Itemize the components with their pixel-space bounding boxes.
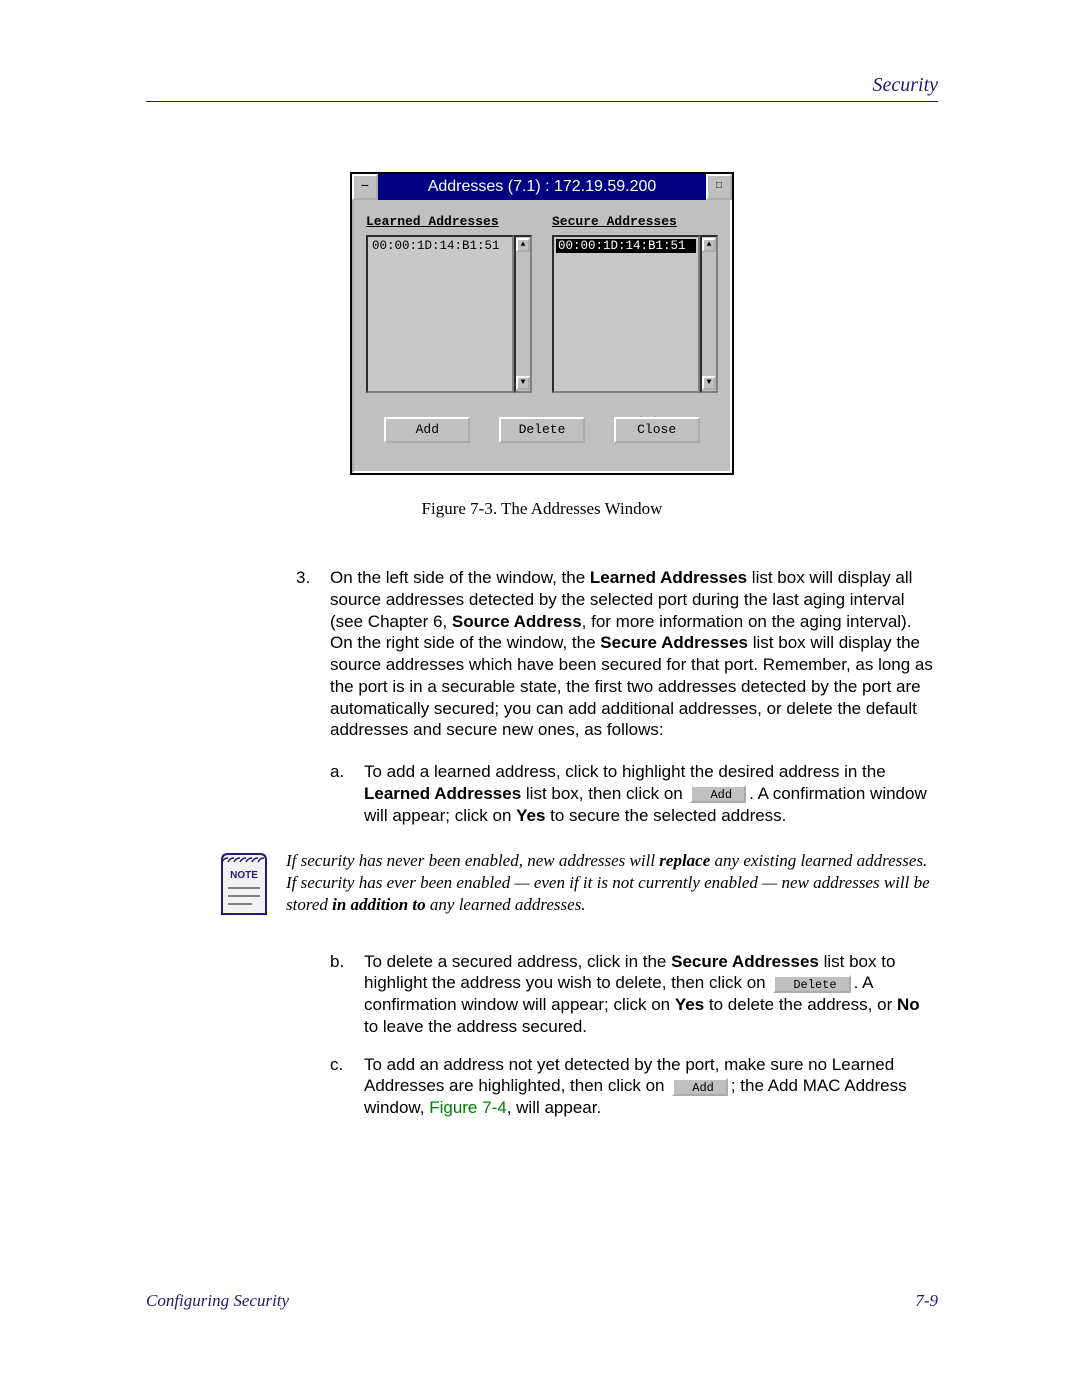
bold-text: Source Address xyxy=(452,612,582,631)
step-b: b. To delete a secured address, click in… xyxy=(330,951,938,1038)
inline-delete-button-icon: Delete xyxy=(773,975,850,993)
secure-scrollbar[interactable]: ▲ ▼ xyxy=(700,235,718,393)
add-button[interactable]: Add xyxy=(384,417,470,443)
bold-text: No xyxy=(897,995,920,1014)
dialog-title: Addresses (7.1) : 172.19.59.200 xyxy=(378,174,706,200)
text: list box, then click on xyxy=(521,784,687,803)
list-item[interactable]: 00:00:1D:14:B1:51 xyxy=(556,239,696,253)
step-c: c. To add an address not yet detected by… xyxy=(330,1054,938,1119)
text: To add a learned address, click to highl… xyxy=(364,762,886,781)
bold-text: Secure Addresses xyxy=(600,633,748,652)
learned-label: Learned Addresses xyxy=(366,214,532,229)
dialog-titlebar: − Addresses (7.1) : 172.19.59.200 □ xyxy=(352,174,732,200)
note-text: If security has never been enabled, new … xyxy=(286,850,938,916)
text: to secure the selected address. xyxy=(545,806,786,825)
step-letter: b. xyxy=(330,951,364,1038)
learned-column: Learned Addresses 00:00:1D:14:B1:51 ▲ ▼ xyxy=(366,214,532,393)
dialog-body: Learned Addresses 00:00:1D:14:B1:51 ▲ ▼ … xyxy=(352,200,732,473)
bold-text: Secure Addresses xyxy=(671,952,819,971)
text: any learned addresses. xyxy=(426,895,586,914)
note-label: NOTE xyxy=(230,870,258,881)
scroll-up-icon[interactable]: ▲ xyxy=(702,238,716,252)
figure-caption: Figure 7-3. The Addresses Window xyxy=(422,499,663,519)
step-text: To add an address not yet detected by th… xyxy=(364,1054,938,1119)
bold-text: Learned Addresses xyxy=(364,784,521,803)
step-text: To delete a secured address, click in th… xyxy=(364,951,938,1038)
bold-text: in addition to xyxy=(332,895,426,914)
dialog-button-row: Add Delete Close xyxy=(366,417,718,443)
page-content: Security − Addresses (7.1) : 172.19.59.2… xyxy=(146,80,938,1307)
scroll-down-icon[interactable]: ▼ xyxy=(516,376,530,390)
step-number: 3. xyxy=(296,567,330,741)
delete-button[interactable]: Delete xyxy=(499,417,585,443)
list-item[interactable]: 00:00:1D:14:B1:51 xyxy=(370,239,510,253)
text: On the left side of the window, the xyxy=(330,568,590,587)
bold-text: Yes xyxy=(675,995,704,1014)
resize-button[interactable]: □ xyxy=(706,174,732,200)
system-menu-button[interactable]: − xyxy=(352,174,378,200)
step-3: 3. On the left side of the window, the L… xyxy=(296,567,938,741)
step-letter: c. xyxy=(330,1054,364,1119)
text: , will appear. xyxy=(507,1098,602,1117)
addresses-dialog: − Addresses (7.1) : 172.19.59.200 □ Lear… xyxy=(350,172,734,475)
note-icon: NOTE xyxy=(218,850,270,916)
step-a: a. To add a learned address, click to hi… xyxy=(330,761,938,826)
learned-scrollbar[interactable]: ▲ ▼ xyxy=(514,235,532,393)
bold-text: Learned Addresses xyxy=(590,568,747,587)
header-rule: Security xyxy=(146,80,938,102)
crossref-link[interactable]: Figure 7-4 xyxy=(429,1098,506,1117)
secure-addresses-listbox[interactable]: 00:00:1D:14:B1:51 xyxy=(552,235,700,393)
bold-text: Yes xyxy=(516,806,545,825)
note-block: NOTE If security has never been enabled,… xyxy=(218,850,938,916)
secure-label: Secure Addresses xyxy=(552,214,718,229)
inline-add-button-icon: Add xyxy=(672,1078,728,1096)
step-text: To add a learned address, click to highl… xyxy=(364,761,938,826)
figure-wrap: − Addresses (7.1) : 172.19.59.200 □ Lear… xyxy=(146,172,938,519)
footer-page-number: 7-9 xyxy=(915,1291,938,1311)
text: to delete the address, or xyxy=(704,995,897,1014)
bold-text: replace xyxy=(659,851,710,870)
inline-add-button-icon: Add xyxy=(690,785,746,803)
text: to leave the address secured. xyxy=(364,1017,587,1036)
lists-row: Learned Addresses 00:00:1D:14:B1:51 ▲ ▼ … xyxy=(366,214,718,393)
body-text: 3. On the left side of the window, the L… xyxy=(146,567,938,1119)
scroll-up-icon[interactable]: ▲ xyxy=(516,238,530,252)
secure-listbox-wrap: 00:00:1D:14:B1:51 ▲ ▼ xyxy=(552,235,718,393)
text: To delete a secured address, click in th… xyxy=(364,952,671,971)
learned-addresses-listbox[interactable]: 00:00:1D:14:B1:51 xyxy=(366,235,514,393)
scroll-down-icon[interactable]: ▼ xyxy=(702,376,716,390)
close-button[interactable]: Close xyxy=(614,417,700,443)
text: If security has never been enabled, new … xyxy=(286,851,659,870)
secure-column: Secure Addresses 00:00:1D:14:B1:51 ▲ ▼ xyxy=(552,214,718,393)
step-text: On the left side of the window, the Lear… xyxy=(330,567,938,741)
footer-section: Configuring Security xyxy=(146,1291,289,1311)
page-footer: Configuring Security 7-9 xyxy=(146,1291,938,1311)
step-letter: a. xyxy=(330,761,364,826)
learned-listbox-wrap: 00:00:1D:14:B1:51 ▲ ▼ xyxy=(366,235,532,393)
header-title: Security xyxy=(872,74,938,97)
